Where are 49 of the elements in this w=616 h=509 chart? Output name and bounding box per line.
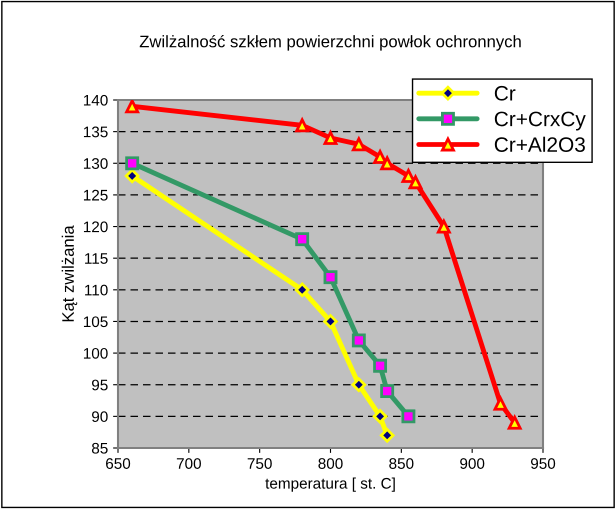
point [380, 156, 394, 170]
point [324, 131, 338, 145]
point [373, 358, 388, 373]
x-tick-label: 700 [176, 458, 201, 469]
point [124, 168, 140, 184]
legend-label: Cr [494, 86, 516, 101]
y-axis-title: Kąt zwilżania [62, 225, 78, 322]
point [408, 175, 422, 190]
point [295, 232, 310, 246]
x-axis-title: temperatura [ st. C] [265, 478, 395, 492]
y-tick-label: 140 [84, 94, 108, 106]
chart-title: Zwilżalność szkłem powierzchni powłok ochronnych [140, 34, 521, 51]
x-tick-label: 900 [460, 458, 484, 469]
x-tick-label: 950 [530, 458, 556, 469]
y-tick-label: 100 [84, 348, 108, 359]
point [436, 220, 451, 234]
point [294, 282, 310, 298]
point [125, 100, 140, 114]
point [295, 118, 310, 132]
legend-label: Cr+Al2O3 [494, 136, 585, 152]
point [508, 416, 522, 430]
x-tick-label: 750 [248, 458, 272, 469]
y-tick-label: 115 [85, 253, 108, 264]
point [372, 409, 388, 424]
y-tick-label: 90 [92, 411, 108, 422]
y-tick-label: 105 [84, 316, 108, 328]
point [352, 137, 366, 152]
point [380, 428, 394, 443]
y-tick-label: 85 [92, 442, 108, 454]
y-tick-label: 95 [92, 380, 108, 390]
point [324, 270, 338, 284]
y-tick-label: 110 [85, 284, 108, 296]
point [380, 384, 394, 398]
x-tick-label: 650 [106, 458, 130, 469]
point [352, 377, 366, 392]
point [494, 396, 508, 411]
y-tick-label: 125 [84, 190, 108, 201]
y-tick-label: 135 [84, 126, 108, 138]
point [125, 156, 140, 170]
x-tick-label: 850 [389, 458, 414, 469]
point [401, 409, 416, 424]
point [323, 314, 338, 329]
y-tick-label: 130 [84, 158, 108, 169]
point [373, 150, 388, 164]
point [352, 333, 366, 348]
x-tick-label: 800 [318, 458, 343, 469]
legend-label: Cr+CrxCy [494, 112, 586, 130]
point [401, 168, 416, 183]
y-tick-label: 120 [84, 221, 108, 232]
